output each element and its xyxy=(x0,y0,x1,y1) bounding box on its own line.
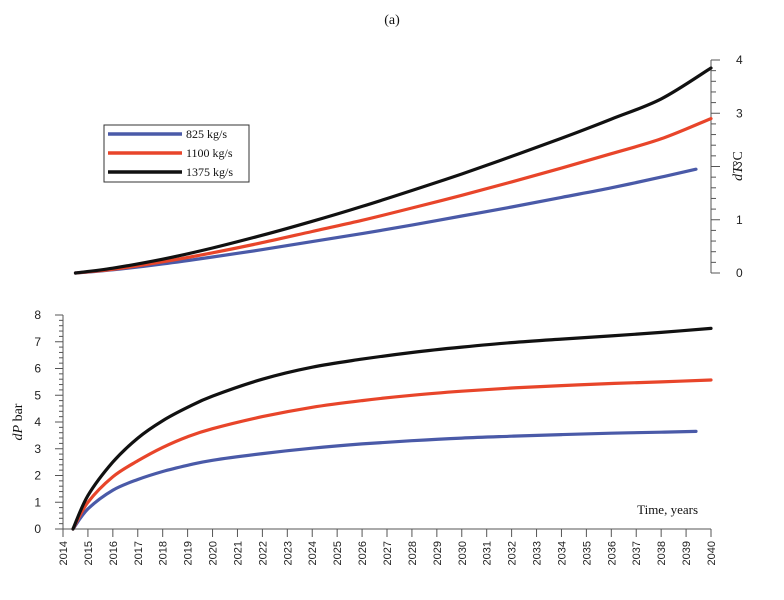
x-tick-label: 2038 xyxy=(656,541,668,565)
y-tick-label: 7 xyxy=(34,335,41,349)
x-tick-label: 2030 xyxy=(457,541,469,565)
temperature-chart: 0 1 2 3 4 dT°C 825 kg/s 1100 kg/s 1375 kg/s xyxy=(73,53,746,280)
y-tick-label: 1 xyxy=(736,213,743,227)
x-tick-label: 2018 xyxy=(158,541,170,565)
x-tick-label: 2021 xyxy=(232,541,244,565)
x-tick-label: 2022 xyxy=(257,541,269,565)
y-axis-label: dT°C xyxy=(731,151,746,181)
x-tick-label: 2035 xyxy=(581,541,593,565)
x-tick-label: 2029 xyxy=(432,541,444,565)
x-tick-label: 2023 xyxy=(282,541,294,565)
y-tick-label: 1 xyxy=(34,495,41,509)
x-tick-label: 2015 xyxy=(83,541,95,565)
y-tick-label: 3 xyxy=(736,106,743,120)
x-tick-label: 2032 xyxy=(507,541,519,565)
x-tick-label: 2033 xyxy=(532,541,544,565)
y-tick-label: 0 xyxy=(736,266,743,280)
x-tick-label: 2034 xyxy=(556,541,568,565)
x-axis-label: Time, years xyxy=(637,502,698,517)
x-tick-label: 2026 xyxy=(357,541,369,565)
x-tick-label: 2037 xyxy=(631,541,643,565)
y-axis-label-unit: bar xyxy=(11,403,26,425)
x-tick-label: 2020 xyxy=(208,541,220,565)
y-tick-label: 8 xyxy=(34,308,41,322)
y-tick-label: 3 xyxy=(34,442,41,456)
series-line-1375-kg-s xyxy=(73,66,713,275)
y-axis-label-symbol: dP xyxy=(11,424,26,440)
x-tick-label: 2040 xyxy=(706,541,718,565)
y-tick-label: 6 xyxy=(34,362,41,376)
x-tick-label: 2017 xyxy=(133,541,145,565)
x-tick-label: 2036 xyxy=(606,541,618,565)
legend-label: 1100 kg/s xyxy=(186,146,233,160)
x-tick-label: 2019 xyxy=(183,541,195,565)
y-tick-label: 4 xyxy=(736,53,743,67)
y-axis-label-symbol: dT xyxy=(731,165,746,181)
y-tick-label: 5 xyxy=(34,388,41,402)
x-tick-label: 2028 xyxy=(407,541,419,565)
series-line-1100-kg-s xyxy=(71,378,713,531)
x-tick-label: 2027 xyxy=(382,541,394,565)
y-tick-label: 2 xyxy=(34,469,41,483)
legend: 825 kg/s 1100 kg/s 1375 kg/s xyxy=(103,124,250,183)
x-tick-label: 2014 xyxy=(58,541,70,565)
series-line-1100-kg-s xyxy=(73,117,713,275)
y-tick-label: 0 xyxy=(34,522,41,536)
legend-label: 825 kg/s xyxy=(186,127,227,141)
pressure-chart: 0 1 2 3 4 5 6 7 8 dP bar 2014 2015 2016 2017 2018 2019 2… xyxy=(11,308,718,565)
x-tick-label: 2039 xyxy=(681,541,693,565)
panel-label: (a) xyxy=(384,13,400,28)
legend-label: 1375 kg/s xyxy=(186,165,233,179)
series-line-1375-kg-s xyxy=(71,326,713,531)
x-tick-label: 2025 xyxy=(332,541,344,565)
y-tick-label: 2 xyxy=(736,160,743,174)
series-line-825-kg-s xyxy=(71,429,698,531)
x-tick-label: 2024 xyxy=(307,541,319,565)
x-tick-label: 2016 xyxy=(108,541,120,565)
y-axis-label-unit: °C xyxy=(731,151,746,166)
series-line-825-kg-s xyxy=(73,167,698,275)
y-tick-label: 4 xyxy=(34,415,41,429)
y-axis-label: dP bar xyxy=(11,403,26,440)
x-tick-label: 2031 xyxy=(482,541,494,565)
